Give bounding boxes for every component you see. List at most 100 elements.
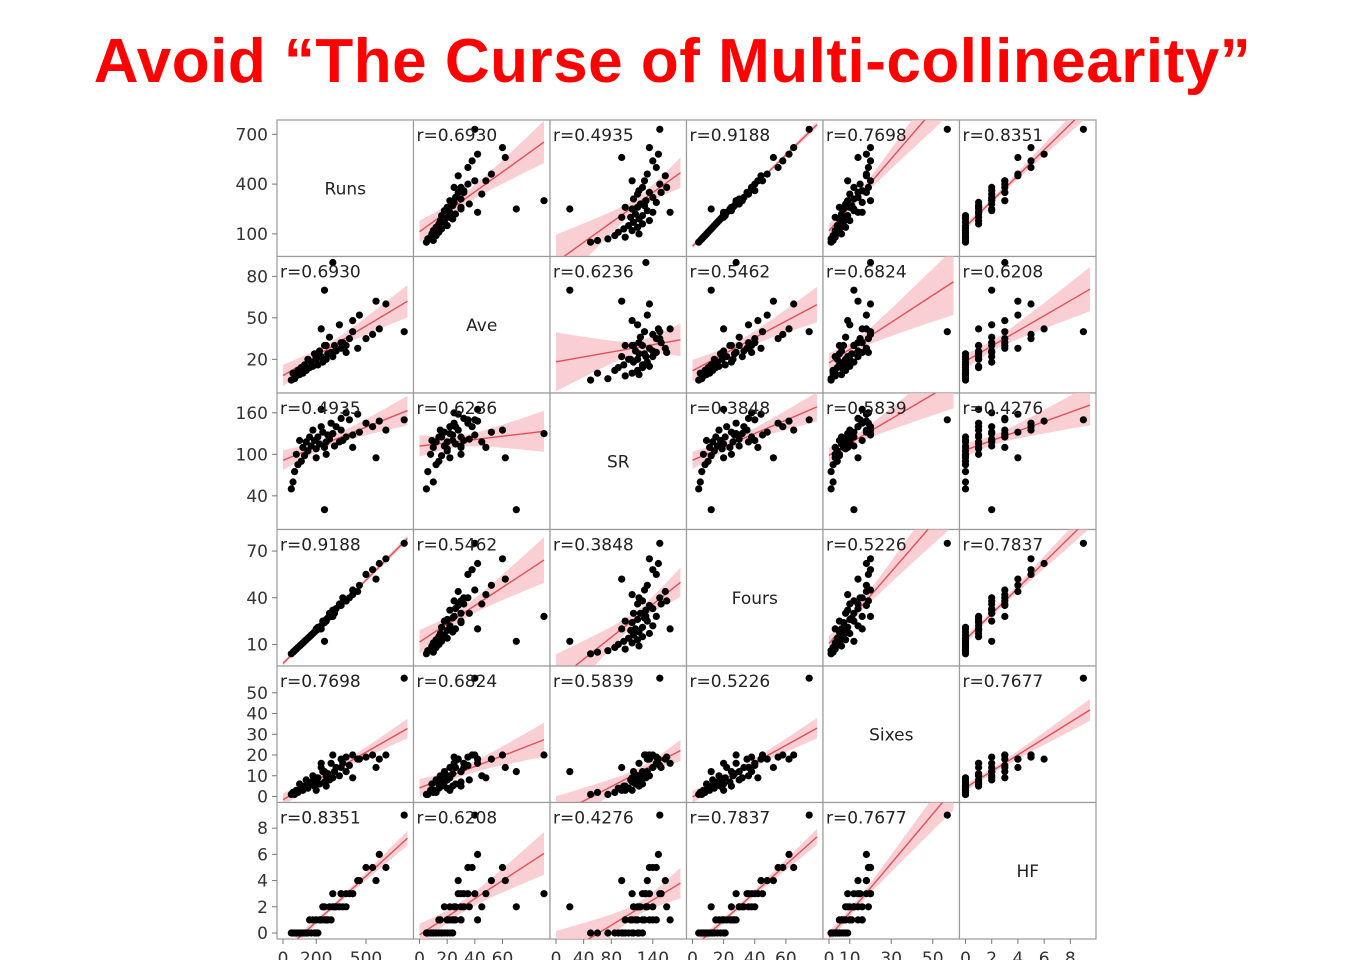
data-point bbox=[831, 625, 839, 633]
data-point bbox=[846, 629, 854, 638]
data-point bbox=[649, 605, 657, 613]
cell-runs-vs-sixes: r=0.7698 bbox=[822, 119, 961, 258]
data-point bbox=[468, 157, 476, 165]
plot-area bbox=[556, 125, 681, 257]
data-point bbox=[287, 790, 295, 799]
data-point bbox=[471, 586, 479, 594]
data-point bbox=[446, 606, 454, 614]
data-point bbox=[317, 423, 325, 431]
confidence-band bbox=[556, 567, 681, 666]
x-tick-label: 6 bbox=[1039, 949, 1050, 960]
data-point bbox=[636, 903, 645, 911]
data-point bbox=[866, 157, 875, 165]
data-point bbox=[696, 369, 704, 377]
data-point bbox=[661, 587, 669, 596]
data-point bbox=[464, 753, 472, 761]
data-point bbox=[540, 751, 548, 759]
data-point bbox=[449, 614, 457, 622]
correlation-label: r=0.4276 bbox=[553, 809, 634, 829]
data-point bbox=[735, 442, 743, 450]
data-point bbox=[628, 929, 636, 937]
data-point bbox=[640, 586, 649, 594]
data-point bbox=[436, 426, 444, 434]
data-point bbox=[831, 929, 839, 937]
data-point bbox=[645, 362, 654, 370]
data-point bbox=[790, 426, 798, 434]
fit-line bbox=[965, 120, 1076, 228]
data-point bbox=[330, 442, 339, 450]
data-point bbox=[471, 674, 479, 682]
data-point bbox=[345, 761, 353, 770]
data-point bbox=[1001, 591, 1009, 599]
data-point bbox=[720, 786, 728, 794]
data-point bbox=[748, 409, 756, 417]
data-point bbox=[754, 890, 762, 898]
x-tick-label: 0 bbox=[278, 949, 289, 960]
plot-area bbox=[282, 674, 408, 803]
data-point bbox=[975, 633, 983, 641]
data-point bbox=[327, 759, 335, 767]
data-point bbox=[329, 890, 337, 898]
data-point bbox=[634, 615, 642, 624]
cell-fours-vs-fours: Fours bbox=[685, 528, 824, 667]
data-point bbox=[625, 355, 633, 363]
data-point bbox=[720, 208, 728, 216]
slide-title: Avoid “The Curse of Multi-collinearity” bbox=[93, 27, 1252, 96]
correlation-label: r=0.9188 bbox=[690, 126, 771, 146]
data-point bbox=[460, 763, 468, 772]
data-point bbox=[723, 423, 731, 431]
data-point bbox=[449, 202, 457, 210]
data-point bbox=[720, 405, 728, 413]
data-point bbox=[827, 650, 835, 658]
data-point bbox=[785, 417, 793, 425]
data-point bbox=[785, 325, 793, 333]
data-point bbox=[1014, 755, 1022, 763]
data-point bbox=[988, 358, 996, 366]
data-point bbox=[635, 594, 643, 602]
data-point bbox=[862, 587, 871, 596]
data-point bbox=[1001, 763, 1009, 772]
data-point bbox=[862, 581, 871, 589]
cell-ave-vs-sixes: r=0.6824 bbox=[822, 255, 961, 394]
data-point bbox=[1027, 419, 1035, 427]
data-point bbox=[471, 125, 479, 133]
data-point bbox=[757, 877, 765, 885]
data-point bbox=[349, 591, 357, 599]
data-point bbox=[372, 297, 380, 305]
data-point bbox=[587, 650, 595, 658]
correlation-label: r=0.7677 bbox=[963, 672, 1044, 692]
data-point bbox=[474, 559, 482, 568]
data-point bbox=[850, 617, 858, 625]
cell-fours-vs-ave: r=0.5462 bbox=[412, 528, 551, 667]
data-point bbox=[443, 222, 451, 230]
data-point bbox=[975, 355, 983, 363]
data-point bbox=[735, 776, 743, 784]
data-point bbox=[805, 416, 813, 424]
data-point bbox=[446, 763, 454, 772]
data-point bbox=[604, 929, 612, 937]
data-point bbox=[657, 763, 665, 772]
data-point bbox=[345, 335, 353, 343]
data-point bbox=[831, 443, 839, 451]
data-point bbox=[790, 751, 798, 759]
confidence-band bbox=[556, 867, 681, 939]
data-point bbox=[611, 232, 619, 240]
data-point bbox=[382, 555, 390, 563]
data-point bbox=[372, 575, 380, 583]
data-point bbox=[540, 430, 548, 438]
data-point bbox=[482, 774, 490, 782]
data-point bbox=[512, 205, 520, 213]
correlation-label: r=0.7837 bbox=[690, 809, 771, 829]
data-point bbox=[732, 419, 740, 427]
fit-line bbox=[965, 529, 1079, 641]
data-point bbox=[975, 782, 983, 790]
data-point bbox=[656, 180, 664, 188]
data-point bbox=[468, 566, 476, 574]
data-point bbox=[566, 286, 574, 294]
data-point bbox=[961, 485, 970, 493]
data-point bbox=[312, 625, 320, 633]
x-tick-label: 40 bbox=[573, 949, 595, 960]
data-point bbox=[1079, 539, 1087, 547]
data-point bbox=[654, 325, 663, 333]
